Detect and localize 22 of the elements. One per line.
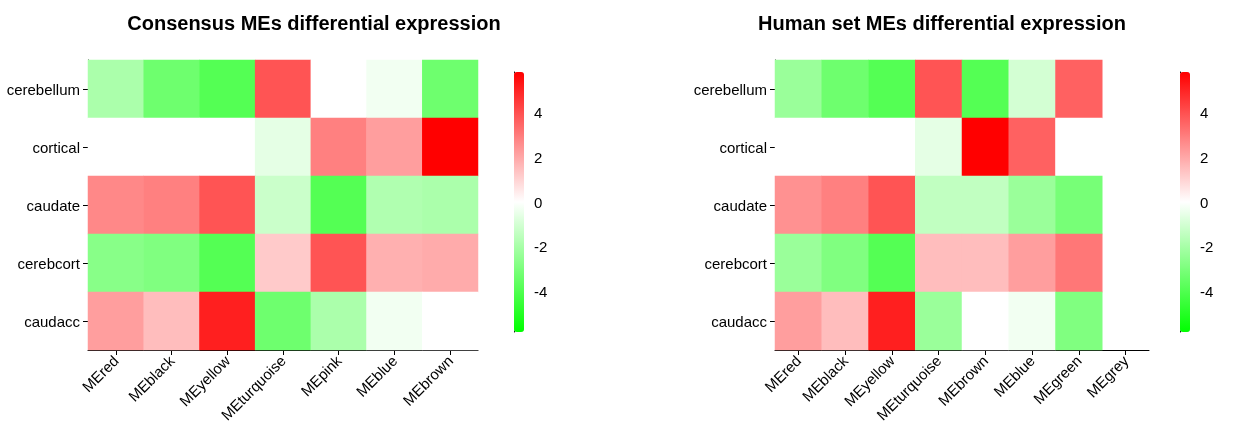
color-bar-label: 4 — [534, 103, 543, 121]
color-bar-label: 0 — [1200, 193, 1209, 211]
y-tick-label: cerebellum — [6, 80, 80, 98]
y-tick-label: caudacc — [711, 312, 768, 330]
color-bar-label: 4 — [1200, 103, 1209, 121]
color-bar-label: 0 — [534, 193, 543, 211]
color-bar-label: 2 — [1200, 148, 1209, 166]
color-bar-label: -4 — [534, 283, 548, 301]
color-bar-label: -4 — [1200, 283, 1214, 301]
y-tick-label: caudate — [26, 196, 80, 214]
color-bar-label: -2 — [534, 238, 548, 256]
y-tick-label: caudate — [713, 196, 767, 214]
y-tick-label: cerebellum — [693, 80, 767, 98]
y-tick-label: cerebcort — [17, 254, 81, 272]
color-bar-label: 2 — [534, 148, 543, 166]
y-tick-label: caudacc — [24, 312, 81, 330]
color-bar-label: -2 — [1200, 238, 1214, 256]
y-tick-label: cerebcort — [704, 254, 768, 272]
chart-title: Consensus MEs differential expression — [127, 12, 501, 34]
chart-title: Human set MEs differential expression — [758, 12, 1126, 34]
y-tick-label: cortical — [719, 138, 767, 156]
y-tick-label: cortical — [32, 138, 80, 156]
